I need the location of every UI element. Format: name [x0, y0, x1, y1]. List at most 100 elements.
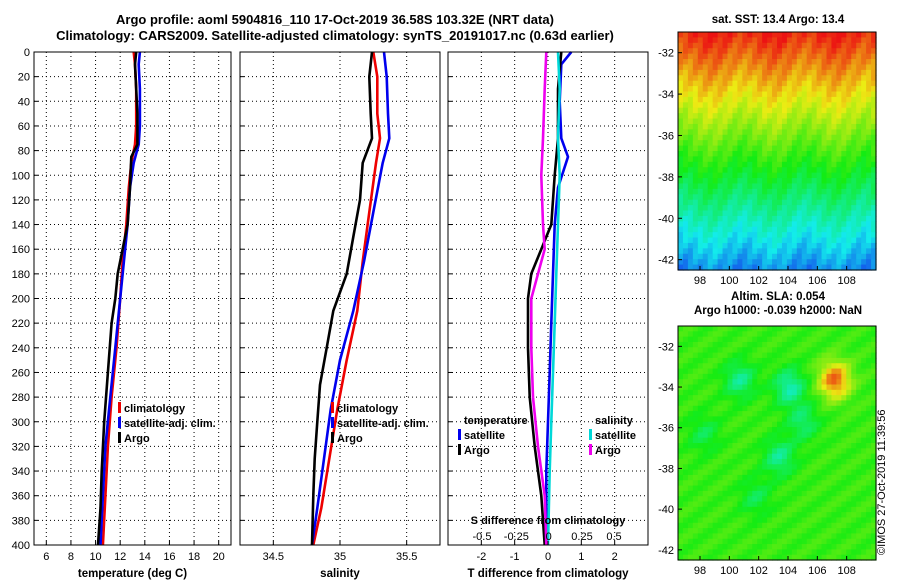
- sst_map-cell: [801, 156, 808, 163]
- sla_map-cell: [772, 421, 778, 428]
- sla_map-cell: [806, 400, 813, 407]
- sla_map-cell: [762, 448, 768, 455]
- sla_map-cell: [806, 384, 813, 391]
- sst_map-cell: [786, 32, 793, 39]
- sla_map-cell: [811, 474, 818, 481]
- sla_map-cell: [742, 549, 748, 556]
- sst_map-cell: [826, 232, 833, 239]
- sst_map-cell: [866, 42, 872, 49]
- sst_map-cell: [767, 248, 773, 255]
- sst_map-cell: [717, 102, 724, 109]
- sla_map-cell: [687, 437, 694, 444]
- sla_map-cell: [717, 421, 724, 428]
- sst_map-cell: [796, 156, 803, 163]
- sst_map-cell: [732, 69, 738, 76]
- sst_map-cell: [801, 199, 808, 206]
- sst_map-cell: [856, 42, 862, 49]
- sst_map-cell: [841, 178, 847, 185]
- sst_map-cell: [811, 226, 818, 233]
- sla_map-cell: [697, 480, 704, 487]
- sla_map-cell: [841, 512, 847, 519]
- sst_map-cell: [851, 156, 857, 163]
- sst_map-cell: [826, 248, 833, 255]
- sst_map-cell: [707, 248, 714, 255]
- sst_map-cell: [707, 167, 714, 174]
- sla_map-cell: [841, 373, 847, 380]
- sla_map-cell: [801, 544, 808, 550]
- sst_map-cell: [732, 118, 738, 125]
- sst_map-cell: [767, 226, 773, 233]
- sla_map-cell: [678, 432, 684, 439]
- sla_map-cell: [856, 485, 862, 492]
- sla_map-cell: [682, 480, 689, 487]
- sst_map-cell: [717, 107, 724, 114]
- sst_map-cell: [781, 232, 788, 239]
- sst_map-cell: [841, 253, 847, 260]
- sst_map-cell: [702, 259, 709, 266]
- sst_map-cell: [767, 96, 773, 103]
- sla_map-cell: [811, 544, 818, 550]
- sla_map-cell: [757, 400, 763, 407]
- sla_map-cell: [831, 347, 837, 354]
- sla_map-cell: [757, 528, 763, 535]
- sst_map-cell: [772, 253, 778, 260]
- sla_map-cell: [846, 506, 852, 513]
- sst_map-cell: [678, 248, 684, 255]
- sla_map-cell: [678, 421, 684, 428]
- sla_map-cell: [697, 384, 704, 391]
- sst_map-cell: [742, 32, 748, 39]
- sst_map-cell: [742, 134, 748, 141]
- sst_map-cell: [781, 248, 788, 255]
- sla_map-cell: [717, 528, 724, 535]
- temperature-ytick-label: 180: [12, 269, 30, 281]
- sla_map-cell: [737, 416, 743, 423]
- sst_map-cell: [712, 113, 719, 120]
- sla_map-cell: [856, 427, 862, 433]
- sst_map-cell: [762, 253, 768, 260]
- sla_map-cell: [767, 533, 773, 540]
- sst_map-cell: [777, 48, 783, 55]
- sla_map-cell: [752, 469, 758, 476]
- sla_map-cell: [786, 506, 793, 513]
- sla_map-cell: [767, 512, 773, 519]
- sla_map-cell: [678, 395, 684, 402]
- sla_map-cell: [851, 331, 857, 338]
- sla_map-cell: [856, 331, 862, 338]
- sst_map-cell: [801, 123, 808, 130]
- sst_map-cell: [846, 91, 852, 98]
- sst_map-cell: [836, 183, 842, 190]
- sst_map-cell: [781, 194, 788, 201]
- salinity-legend-label: climatology: [337, 403, 399, 415]
- sla_map-cell: [777, 363, 783, 370]
- sst_map-cell: [831, 161, 837, 168]
- sla_map-cell: [826, 517, 833, 524]
- sst_map-cell: [682, 113, 689, 120]
- sla_map-cell: [727, 357, 734, 364]
- sla_map-cell: [856, 458, 862, 465]
- sst_map-cell: [707, 221, 714, 228]
- sla_map-cell: [767, 464, 773, 471]
- sst_map-cell: [786, 221, 793, 228]
- sst_map-cell: [826, 134, 833, 141]
- sla_map-cell: [861, 448, 867, 455]
- sst_map-cell: [742, 188, 748, 195]
- sla_map-cell: [742, 427, 748, 433]
- sla_map-cell: [786, 443, 793, 449]
- sla_map-cell: [826, 384, 833, 391]
- sst_map-cell: [727, 91, 734, 98]
- sla_map-cell: [841, 533, 847, 540]
- sst_map-cell: [777, 37, 783, 44]
- sst_map-cell: [772, 145, 778, 152]
- sla_map-cell: [841, 517, 847, 524]
- sst_map-cell: [732, 172, 738, 179]
- sla_map-cell: [851, 501, 857, 508]
- sla_map-cell: [826, 464, 833, 471]
- sla_map-cell: [816, 336, 823, 343]
- sst_map-cell: [772, 48, 778, 55]
- sla_map-cell: [846, 554, 852, 561]
- sst_map-xtick-label: 98: [694, 275, 706, 286]
- sst_map-cell: [767, 91, 773, 98]
- sla_map-cell: [841, 544, 847, 550]
- sla_map-cell: [682, 517, 689, 524]
- sst_map-cell: [697, 64, 704, 71]
